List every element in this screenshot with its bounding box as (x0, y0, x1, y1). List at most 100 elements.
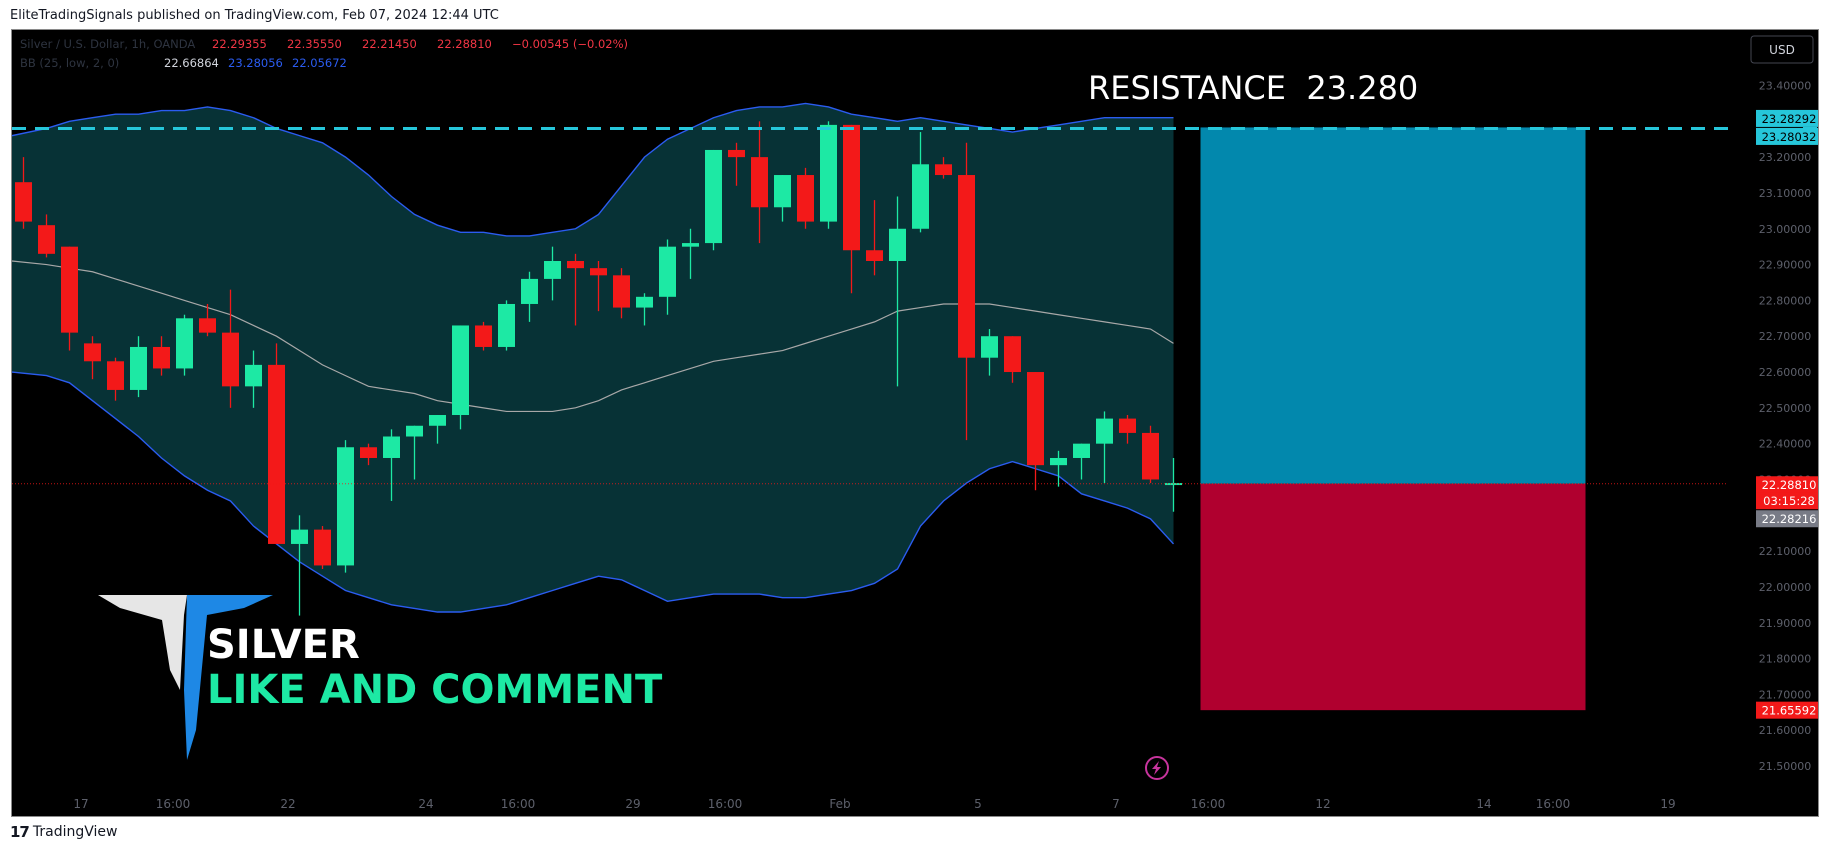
price-axis-tick: 21.60000 (1759, 724, 1812, 737)
bollinger-lower-line (12, 371, 1175, 613)
price-axis-tick: 21.50000 (1759, 760, 1812, 773)
candle-body[interactable] (659, 246, 676, 297)
candle-body[interactable] (912, 164, 929, 229)
chart-canvas[interactable]: Silver / U.S. Dollar, 1h, OANDA 22.29355 2… (12, 30, 1818, 816)
tradingview-footer-logo[interactable]: 17 TradingView (10, 823, 117, 841)
candle-body[interactable] (958, 175, 975, 358)
candle-body[interactable] (1119, 418, 1136, 433)
candle-body[interactable] (429, 415, 446, 426)
candle-body[interactable] (935, 164, 952, 176)
publisher-line: EliteTradingSignals published on Trading… (10, 8, 499, 23)
price-tag-resistance-lower-text: 23.28032 (1762, 130, 1817, 144)
watermark-logo-left (98, 595, 187, 690)
candle-body[interactable] (199, 318, 216, 333)
time-axis-tick: 14 (1476, 797, 1491, 811)
time-axis-tick: 16:00 (501, 797, 536, 811)
candle-body[interactable] (153, 346, 170, 369)
candle-body[interactable] (636, 296, 653, 308)
currency-button-bg[interactable] (1750, 35, 1814, 64)
candle-body[interactable] (15, 182, 32, 222)
price-axis-tick: 21.90000 (1759, 617, 1812, 630)
legend-ohlc-l: 22.21450 (362, 37, 417, 51)
candle-body[interactable] (820, 124, 837, 222)
target-zone[interactable] (1200, 127, 1586, 484)
time-axis-tick: 16:00 (156, 797, 191, 811)
tv-logo-icon: 17 (10, 823, 30, 841)
candle-body[interactable] (613, 275, 630, 308)
candle-body[interactable] (107, 361, 124, 390)
tradingview-wordmark: TradingView (32, 824, 118, 840)
watermark-logo-right (184, 595, 273, 760)
bollinger-basis-line (12, 260, 1174, 413)
chart-frame[interactable]: Silver / U.S. Dollar, 1h, OANDA 22.29355 2… (11, 29, 1819, 817)
candle-body[interactable] (843, 124, 860, 251)
candle-body[interactable] (1096, 418, 1113, 444)
price-tag-resistance-upper-bg (1756, 109, 1818, 127)
time-axis-tick: Feb (829, 797, 850, 811)
candle-body[interactable] (84, 343, 101, 362)
candle-body[interactable] (222, 332, 239, 387)
price-axis-tick: 23.00000 (1759, 223, 1812, 236)
candle-body[interactable] (521, 278, 538, 304)
time-axis-tick: 24 (418, 797, 433, 811)
candle-body[interactable] (567, 260, 584, 269)
candle-body[interactable] (406, 425, 423, 437)
candle-body[interactable] (314, 529, 331, 566)
time-axis-tick: 16:00 (708, 797, 743, 811)
candle-body[interactable] (797, 175, 814, 222)
candle-body[interactable] (337, 447, 354, 566)
candle-body[interactable] (1027, 372, 1044, 466)
legend-bb-upper: 23.28056 (228, 56, 283, 70)
candle-body[interactable] (728, 149, 745, 158)
currency-button[interactable]: USD (1750, 35, 1814, 64)
candle-body[interactable] (682, 243, 699, 247)
candle-body[interactable] (866, 250, 883, 261)
candle-body[interactable] (1050, 457, 1067, 466)
time-axis-tick: 7 (1112, 797, 1120, 811)
candle-body[interactable] (383, 436, 400, 458)
candle-body[interactable] (981, 336, 998, 358)
candle-body[interactable] (268, 364, 285, 544)
candle-body[interactable] (452, 325, 469, 416)
price-axis-tick: 23.20000 (1759, 151, 1812, 164)
candle-body[interactable] (544, 260, 561, 279)
price-axis-tick: 23.10000 (1759, 187, 1812, 200)
price-axis-tick: 22.60000 (1759, 366, 1812, 379)
watermark-subtitle: LIKE AND COMMENT (207, 667, 663, 713)
price-axis-tick: 21.70000 (1759, 688, 1812, 701)
candle-body[interactable] (130, 346, 147, 390)
candle-body[interactable] (889, 228, 906, 261)
lightning-icon[interactable] (1145, 756, 1169, 780)
candle-body[interactable] (1142, 432, 1159, 480)
price-tag-stop-bg (1756, 701, 1818, 719)
stop-zone[interactable] (1200, 483, 1586, 711)
candle-body[interactable] (1004, 336, 1021, 373)
candle-body[interactable] (498, 303, 515, 347)
time-axis-tick: 5 (974, 797, 982, 811)
price-tag-resistance-lower: 23.28032 (1756, 127, 1818, 145)
candle-body[interactable] (751, 157, 768, 208)
price-tag-resistance-upper-text: 23.28292 (1762, 112, 1817, 126)
candle-body[interactable] (1073, 443, 1090, 458)
candle-body[interactable] (291, 529, 308, 544)
candle-body[interactable] (61, 246, 78, 333)
price-tag-bid-bg (1756, 510, 1818, 528)
candle-body[interactable] (176, 318, 193, 369)
price-tag-last-text: 22.28810 (1762, 478, 1817, 492)
candle-body[interactable] (705, 149, 722, 244)
candle-body[interactable] (38, 225, 55, 254)
candle-body[interactable] (590, 268, 607, 276)
time-axis-tick: 17 (73, 797, 88, 811)
time-axis-tick: 19 (1660, 797, 1675, 811)
candle-body[interactable] (245, 364, 262, 387)
price-tag-countdown: 03:15:28 (1756, 492, 1818, 510)
price-tag-resistance-upper: 23.28292 (1756, 109, 1818, 127)
candle-body[interactable] (774, 175, 791, 208)
price-tag-stop-text: 21.65592 (1762, 704, 1817, 718)
watermark-title: SILVER (207, 622, 360, 668)
legend-indicator: BB (25, low, 2, 0) (20, 56, 119, 70)
candle-body[interactable] (360, 447, 377, 458)
price-axis-tick: 23.40000 (1759, 79, 1812, 92)
watermark-logo (98, 595, 273, 760)
candle-body[interactable] (475, 325, 492, 347)
